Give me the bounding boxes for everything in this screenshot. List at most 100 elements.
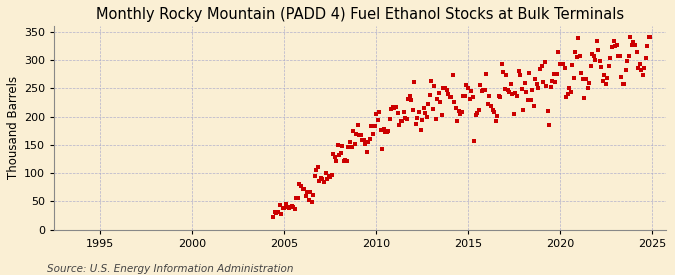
Point (630, 43, 641, 47)
Point (642, 44, 653, 48)
Point (525, 98, 536, 102)
Point (475, 83, 485, 87)
Point (296, 184, 306, 188)
Point (605, 56, 616, 60)
Point (555, 62, 566, 66)
Point (596, 64, 607, 69)
Point (538, 80, 549, 85)
Point (544, 122, 555, 127)
Point (625, 35, 636, 39)
Point (386, 107, 397, 111)
Point (360, 141, 371, 146)
Point (275, 211, 286, 216)
Point (553, 50, 564, 54)
Point (274, 203, 285, 207)
Point (329, 155, 340, 159)
Point (358, 138, 369, 142)
Point (328, 152, 339, 156)
Point (622, 59, 632, 63)
Point (448, 72, 458, 77)
Point (580, 77, 591, 82)
Point (501, 72, 512, 77)
Point (573, 36, 584, 40)
Point (352, 123, 363, 127)
Point (576, 71, 587, 76)
Point (496, 62, 507, 66)
Point (464, 96, 475, 101)
Point (559, 66, 570, 70)
Point (298, 187, 309, 192)
Point (319, 180, 329, 184)
Point (400, 116, 410, 121)
Point (409, 79, 420, 84)
Point (508, 112, 519, 116)
Point (479, 88, 490, 92)
Y-axis label: Thousand Barrels: Thousand Barrels (7, 76, 20, 179)
Point (273, 210, 284, 214)
Point (389, 106, 400, 110)
Point (340, 158, 351, 162)
Point (620, 68, 631, 72)
Point (286, 204, 297, 208)
Point (357, 138, 368, 142)
Point (432, 97, 443, 101)
Point (582, 86, 593, 90)
Point (461, 83, 472, 88)
Point (498, 70, 509, 75)
Point (438, 86, 449, 91)
Point (315, 176, 326, 180)
Point (487, 108, 498, 112)
Point (302, 189, 313, 194)
Point (478, 88, 489, 92)
Point (403, 97, 414, 101)
Point (268, 214, 279, 219)
Point (468, 139, 479, 144)
Point (490, 119, 501, 123)
Point (395, 119, 406, 123)
Point (531, 82, 542, 86)
Point (349, 142, 360, 147)
Point (338, 159, 349, 163)
Point (326, 173, 337, 178)
Point (433, 91, 444, 95)
Point (585, 64, 596, 68)
Point (458, 94, 469, 98)
Point (513, 68, 524, 73)
Point (280, 202, 291, 207)
Point (446, 95, 456, 99)
Point (380, 130, 391, 134)
Point (524, 71, 535, 75)
Point (308, 193, 319, 197)
Point (452, 119, 462, 123)
Point (522, 98, 533, 102)
Point (593, 48, 603, 52)
Point (495, 95, 506, 99)
Point (481, 72, 492, 77)
Point (562, 92, 573, 96)
Point (539, 59, 550, 64)
Point (385, 117, 396, 121)
Point (504, 90, 515, 95)
Point (292, 196, 303, 200)
Point (418, 106, 429, 111)
Point (527, 88, 538, 92)
Point (306, 200, 317, 205)
Point (314, 179, 325, 184)
Point (558, 62, 568, 66)
Point (587, 52, 597, 57)
Point (331, 159, 342, 163)
Point (297, 186, 308, 191)
Point (515, 73, 526, 78)
Point (421, 114, 432, 119)
Point (564, 86, 574, 90)
Point (521, 90, 532, 94)
Point (322, 177, 333, 181)
Point (408, 108, 418, 112)
Point (345, 140, 356, 144)
Point (441, 87, 452, 92)
Point (641, 56, 651, 60)
Point (550, 80, 561, 84)
Point (506, 82, 516, 86)
Point (519, 81, 530, 85)
Point (291, 196, 302, 200)
